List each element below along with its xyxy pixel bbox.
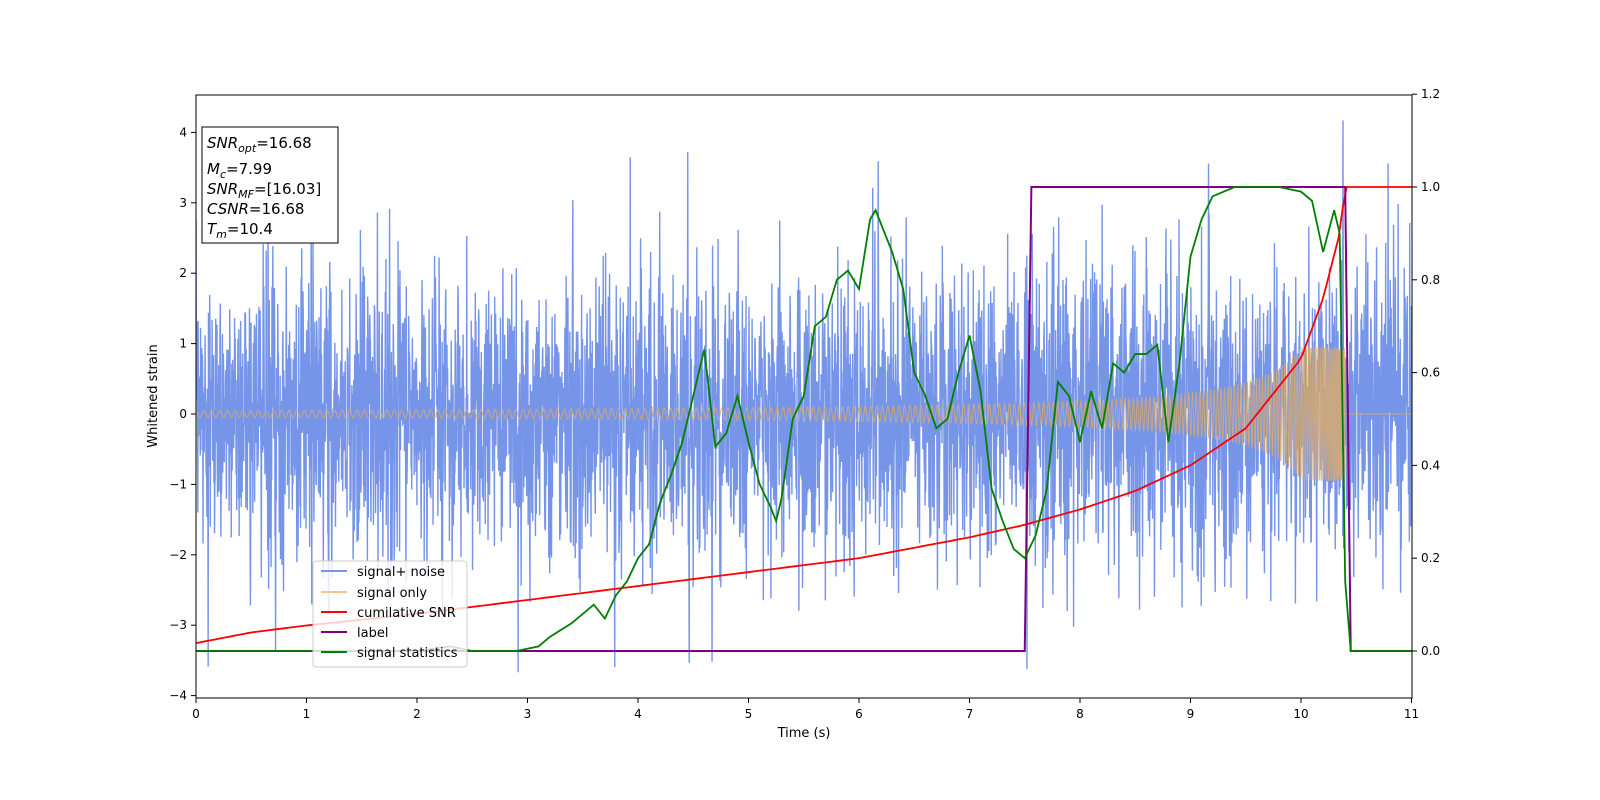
info-tm: Tm=10.4	[207, 220, 273, 241]
info-snr-opt: SNRopt=16.68	[207, 134, 312, 155]
y-right-tick-label: 0.8	[1421, 273, 1440, 287]
legend-label-signal-only: signal only	[357, 586, 427, 601]
y-left-tick-label: −2	[169, 548, 187, 562]
plot-frame	[195, 94, 1413, 699]
y-left-tick-label: −1	[169, 477, 187, 491]
x-tick-label: 6	[855, 707, 863, 721]
x-tick-label: 11	[1404, 707, 1419, 721]
y-left-tick-label: 3	[179, 196, 187, 210]
x-axis-label: Time (s)	[777, 726, 831, 741]
legend-label-cumulative-snr: cumilative SNR	[357, 606, 456, 621]
info-box: SNRopt=16.68 Mc=7.99 SNRMF=[16.03] CSNR=…	[201, 126, 339, 244]
y-right-tick-label: 1.2	[1421, 87, 1440, 101]
x-tick-label: 1	[303, 707, 311, 721]
legend-item-signal-statistics: signal statistics	[321, 646, 458, 661]
y-left-tick-label: −4	[169, 689, 187, 703]
x-tick-label: 3	[524, 707, 532, 721]
legend-item-signal-only: signal only	[321, 586, 427, 601]
legend-item-label: label	[321, 626, 388, 641]
info-snr-mf: SNRMF=[16.03]	[207, 180, 321, 201]
x-tick-label: 8	[1076, 707, 1084, 721]
x-tick-label: 7	[966, 707, 974, 721]
y-right-tick-label: 0.2	[1421, 551, 1440, 565]
y-left-tick-label: −3	[169, 618, 187, 632]
info-csnr: CSNR=16.68	[207, 200, 304, 218]
legend-label-label: label	[357, 626, 388, 641]
legend-item-cumulative-snr: cumilative SNR	[321, 606, 456, 621]
info-mc: Mc=7.99	[207, 160, 272, 181]
y-right-tick-label: 1.0	[1421, 180, 1440, 194]
x-tick-label: 0	[192, 707, 200, 721]
series-signal-noise	[196, 120, 1412, 673]
y-left-tick-label: 2	[179, 266, 187, 280]
info-box-frame	[201, 126, 339, 244]
x-tick-label: 10	[1293, 707, 1308, 721]
x-tick-label: 9	[1187, 707, 1195, 721]
x-tick-label: 4	[634, 707, 642, 721]
legend: signal+ noise signal only cumilative SNR…	[312, 560, 468, 668]
y-right-tick-label: 0.0	[1421, 644, 1440, 658]
legend-item-signal-noise: signal+ noise	[321, 565, 445, 580]
series-signal-only	[196, 346, 1412, 481]
series-signal-statistics	[196, 186, 1412, 652]
y-left-tick-label: 0	[179, 407, 187, 421]
y-axis-label: Whitened strain	[146, 344, 161, 447]
legend-label-signal-statistics: signal statistics	[357, 646, 458, 661]
y-left-tick-label: 1	[179, 337, 187, 351]
x-tick-label: 2	[413, 707, 421, 721]
ticks-layer: 0 1 2 3 4 5 6 7 8 9 10 11 −4 −3 −2 −1 0 1 2 3 4 0.0 0.2 0.4 0.6 0…	[169, 87, 1440, 721]
legend-frame	[312, 560, 468, 668]
legend-label-signal-noise: signal+ noise	[357, 565, 445, 580]
x-tick-label: 5	[745, 707, 753, 721]
y-right-tick-label: 0.6	[1421, 366, 1440, 380]
y-left-tick-label: 4	[179, 125, 187, 139]
y-right-tick-label: 0.4	[1421, 458, 1440, 472]
